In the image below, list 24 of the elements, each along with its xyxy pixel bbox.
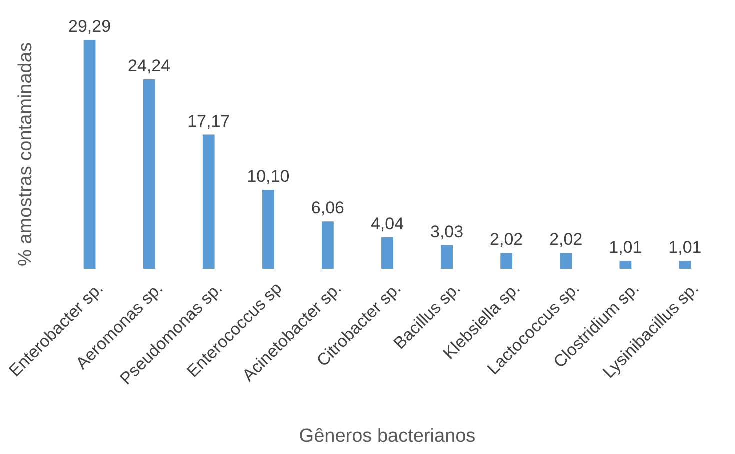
- data-label: 6,06: [311, 198, 344, 218]
- bar: [322, 222, 334, 269]
- bar: [560, 253, 572, 269]
- data-label: 29,29: [68, 17, 112, 36]
- bar: [143, 79, 156, 269]
- data-label: 4,04: [370, 214, 404, 234]
- data-label: 1,01: [668, 238, 702, 258]
- bar: [620, 261, 632, 269]
- bar: [500, 253, 513, 269]
- data-label: 2,02: [550, 230, 583, 250]
- x-axis-title: Gêneros bacterianos: [299, 426, 476, 447]
- bar: [382, 237, 394, 269]
- y-axis-title: % amostras contaminadas: [16, 42, 37, 266]
- data-label: 2,02: [490, 230, 524, 250]
- bar: [679, 261, 692, 269]
- data-label: 1,01: [609, 238, 642, 258]
- data-label: 10,10: [247, 167, 290, 186]
- bar: [262, 190, 274, 269]
- bar: [84, 40, 96, 269]
- data-label: 24,24: [128, 56, 171, 76]
- data-label: 17,17: [188, 112, 230, 131]
- data-label: 3,03: [430, 222, 464, 242]
- bar: [441, 245, 453, 269]
- bar: [202, 134, 215, 269]
